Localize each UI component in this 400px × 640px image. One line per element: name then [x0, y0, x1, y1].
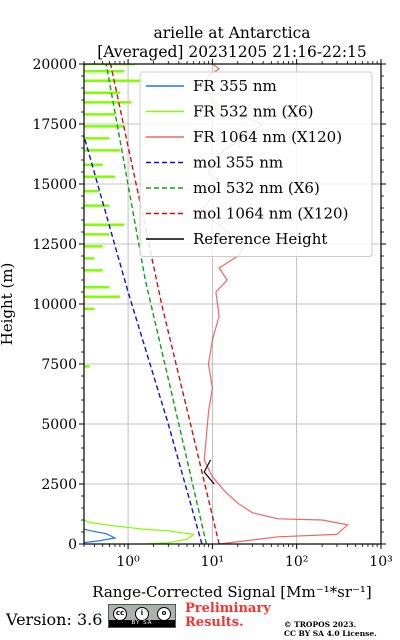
cc-icon: cc: [113, 606, 127, 621]
y-tick-label: 7500: [41, 357, 77, 373]
cc-badge-text: BY SA: [109, 620, 175, 627]
y-axis-label: Height (m): [0, 263, 16, 346]
y-tick-label: 17500: [32, 117, 77, 133]
legend-label: FR 355 nm: [193, 77, 277, 95]
x-tick-label: 10⁰: [116, 554, 140, 570]
y-tick-label: 20000: [32, 57, 77, 73]
chart-title: arielle at Antarctica: [153, 24, 310, 42]
version-label: Version: 3.6: [6, 610, 103, 629]
y-tick-label: 15000: [32, 177, 77, 193]
series-line-0: [84, 528, 117, 544]
preliminary-line-1: Preliminary: [185, 601, 271, 616]
y-tick-label: 10000: [32, 297, 77, 313]
lidar-chart: arielle at Antarctica [Averaged] 2023120…: [0, 24, 393, 600]
series-line-3: [84, 135, 203, 544]
legend-label: mol 532 nm (X6): [193, 179, 320, 197]
x-axis-label: Range-Corrected Signal [Mm⁻¹*sr⁻¹]: [92, 583, 372, 600]
preliminary-notice: Preliminary Results.: [185, 602, 271, 630]
legend-label: mol 1064 nm (X120): [193, 205, 348, 223]
y-tick-label: 0: [68, 537, 77, 553]
legend-label: FR 1064 nm (X120): [193, 128, 342, 146]
y-tick-label: 5000: [41, 417, 77, 433]
copyright-line-1: © TROPOS 2023.: [284, 620, 357, 629]
series-line-6: [203, 459, 215, 485]
by-icon: i: [135, 606, 149, 621]
legend-label: FR 532 nm (X6): [193, 103, 313, 121]
chart-subtitle: [Averaged] 20231205 21:16-22:15: [97, 43, 367, 61]
x-tick-label: 10¹: [201, 554, 224, 570]
x-tick-label: 10³: [369, 554, 392, 570]
y-tick-label: 2500: [41, 477, 77, 493]
copyright-line-2: CC BY SA 4.0 License.: [284, 628, 377, 638]
preliminary-line-2: Results.: [185, 615, 244, 630]
legend-label: mol 355 nm: [193, 154, 283, 172]
series-line-5: [109, 64, 220, 544]
legend-label: Reference Height: [193, 230, 327, 248]
series-group: [84, 64, 349, 544]
legend: FR 355 nm FR 532 nm (X6) FR 1064 nm (X120)…: [139, 71, 373, 257]
x-tick-label: 10²: [285, 554, 308, 570]
y-tick-label: 12500: [32, 237, 77, 253]
legend-box: [139, 71, 373, 257]
sa-icon: o: [157, 606, 171, 621]
cc-license-badge: cc i o BY SA: [108, 604, 176, 628]
series-line-1: [84, 519, 196, 544]
series-line-4: [105, 64, 208, 544]
copyright-notice: © TROPOS 2023. CC BY SA 4.0 License.: [284, 620, 377, 638]
